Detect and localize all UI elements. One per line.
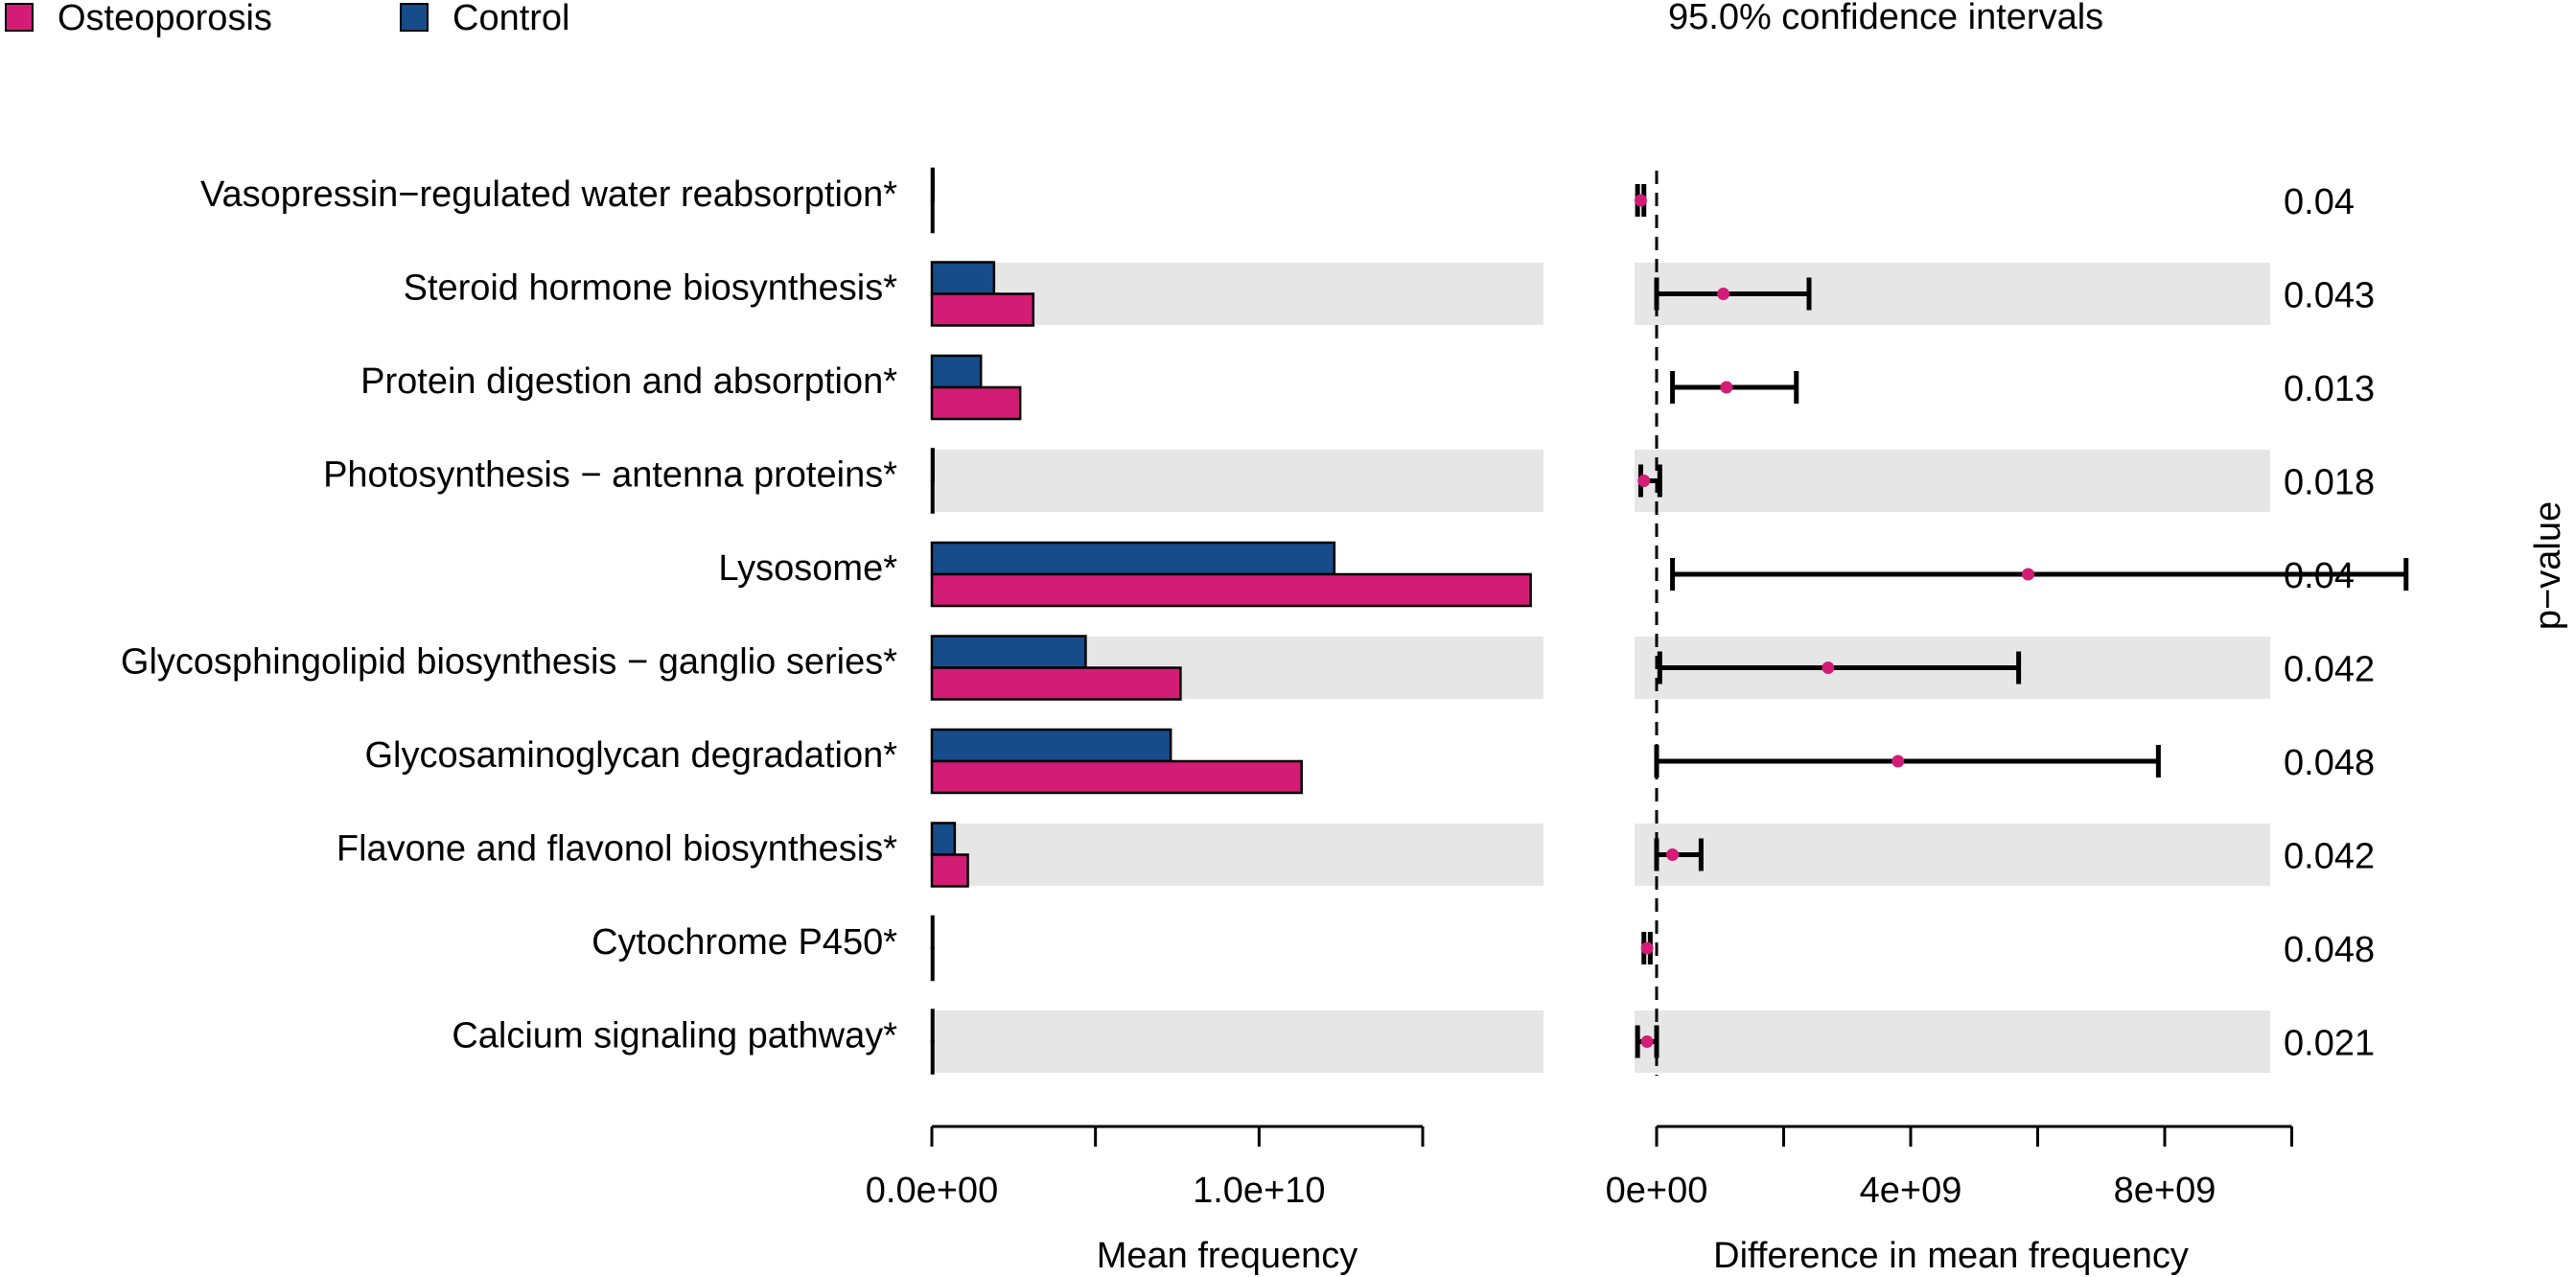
pvalue-text: 0.048 [2284,743,2375,783]
category-label: Vasopressin−regulated water reabsorption… [200,174,897,215]
ci-row-stripe [1635,450,2270,512]
ci-x-tick-label: 0e+00 [1606,1171,1708,1211]
pvalue-text: 0.042 [2284,837,2375,877]
pvalue-text: 0.048 [2284,930,2375,970]
ci-mean-difference-point [1640,941,1654,955]
category-label: Glycosaminoglycan degradation* [364,735,897,776]
category-label: Steroid hormone biosynthesis* [404,268,898,309]
pvalue-text: 0.043 [2284,276,2375,316]
bar-osteoporosis [930,385,1022,421]
ci-mean-difference-point [1720,381,1733,394]
ci-row-stripe [1635,824,2270,886]
bar-osteoporosis [930,759,1303,795]
ci-panel-title: 95.0% confidence intervals [1668,0,2103,37]
bar-osteoporosis [930,292,1035,327]
bar-osteoporosis [930,479,935,514]
bar-control [930,541,1336,576]
ci-mean-difference-point [1637,475,1651,487]
category-label: Protein digestion and absorption* [360,361,897,402]
category-label: Lysosome* [718,548,897,589]
bar-row-stripe [932,450,1543,512]
category-label: Photosynthesis − antenna proteins* [323,455,897,496]
pvalue-axis-label: p−value [2528,501,2568,630]
bar-row-stripe [932,1010,1543,1073]
legend-label-control: Control [453,0,570,38]
category-label: Calcium signaling pathway* [452,1016,897,1056]
ci-panel-xlabel: Difference in mean frequency [1713,1236,2189,1276]
bar-x-tick-label: 1.0e+10 [1193,1171,1325,1211]
confidence-intervals [1634,171,2409,1076]
legend-label-osteoporosis: Osteoporosis [58,0,272,38]
category-labels: Vasopressin−regulated water reabsorption… [121,174,897,1056]
pvalue-text: 0.04 [2284,182,2355,222]
ci-mean-difference-point [1822,662,1835,674]
ci-mean-difference-point [2022,568,2035,581]
pvalue-text: 0.021 [2284,1024,2375,1064]
category-label: Flavone and flavonol biosynthesis* [337,829,897,870]
bar-control [930,1009,935,1043]
bar-osteoporosis [930,1040,935,1075]
ci-mean-difference-point [1717,288,1730,300]
bar-control [930,915,935,950]
category-label: Cytochrome P450* [592,922,897,963]
ci-mean-difference-point [1640,1035,1654,1048]
bar-control [930,635,1087,669]
category-label: Glycosphingolipid biosynthesis − ganglio… [121,642,897,683]
legend-swatch-control [400,3,429,32]
mean-frequency-bars [930,167,1532,1075]
pvalue-labels: 0.04 0.043 0.013 0.018 0.04 0.042 0.048 0.042 0.… [2284,182,2375,1064]
ci-x-tick-label: 4e+09 [1860,1171,1962,1211]
bar-control [930,167,935,202]
bar-control [930,354,983,389]
legend: Osteoporosis Control [5,0,570,38]
pvalue-text: 0.013 [2284,369,2375,409]
bar-control [930,728,1172,763]
pvalue-text: 0.018 [2284,463,2375,503]
bar-panel-xlabel: Mean frequency [1097,1236,1358,1276]
bar-control [930,822,957,856]
bar-control [930,261,996,295]
bar-control [930,448,935,482]
bar-osteoporosis [930,572,1532,608]
ci-x-tick-label: 8e+09 [2114,1171,2216,1211]
ci-mean-difference-point [1634,194,1647,207]
axes: 0.0e+00 1.0e+10 0e+00 4e+09 8e+09 [866,1125,2293,1211]
bar-osteoporosis [930,666,1182,701]
ci-mean-difference-point [1891,755,1905,768]
legend-swatch-osteoporosis [5,3,34,32]
bar-osteoporosis [930,198,935,234]
bar-x-tick-label: 0.0e+00 [866,1171,998,1211]
bar-osteoporosis [930,946,935,982]
pvalue-text: 0.04 [2284,556,2355,596]
ci-row-stripe [1635,1010,2270,1073]
bar-row-stripe [932,824,1543,886]
pvalue-text: 0.042 [2284,650,2375,690]
bar-osteoporosis [930,853,969,888]
ci-mean-difference-point [1666,848,1680,861]
